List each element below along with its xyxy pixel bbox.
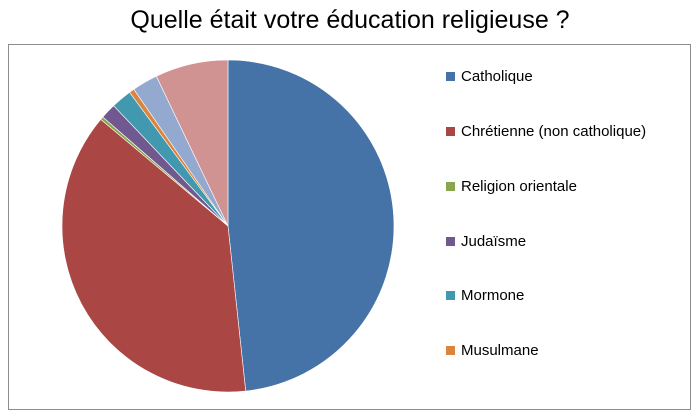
legend-swatch (446, 126, 455, 136)
legend-swatch (446, 290, 455, 300)
legend-item-musulmane: Musulmane (446, 340, 539, 360)
pie-slice-chretienne-non-catholique (61, 118, 247, 393)
legend-item-mormone: Mormone (446, 285, 524, 305)
legend-item-judaisme: Judaïsme (446, 231, 526, 251)
legend-label: Chrétienne (non catholique) (461, 122, 647, 140)
legend-swatch (446, 71, 455, 81)
legend-swatch (446, 181, 455, 191)
legend-label: Mormone (461, 286, 525, 304)
legend-label: Religion orientale (461, 177, 577, 195)
legend-swatch (446, 236, 455, 246)
chart-title: Quelle était votre éducation religieuse … (130, 6, 570, 34)
chart-area (8, 44, 691, 410)
legend-label: Musulmane (461, 341, 539, 359)
pie-slices (61, 59, 395, 393)
legend-label: Catholique (461, 67, 533, 85)
legend-swatch (446, 345, 455, 355)
legend-item-catholique: Catholique (446, 66, 533, 86)
pie-slice-unlabeled-7 (155, 59, 229, 227)
legend-item-chretienne: Chrétienne (non catholique) (446, 121, 646, 141)
pie-slice-catholique (227, 59, 395, 392)
legend-item-religion-orientale: Religion orientale (446, 176, 577, 196)
legend-label: Judaïsme (461, 232, 527, 250)
